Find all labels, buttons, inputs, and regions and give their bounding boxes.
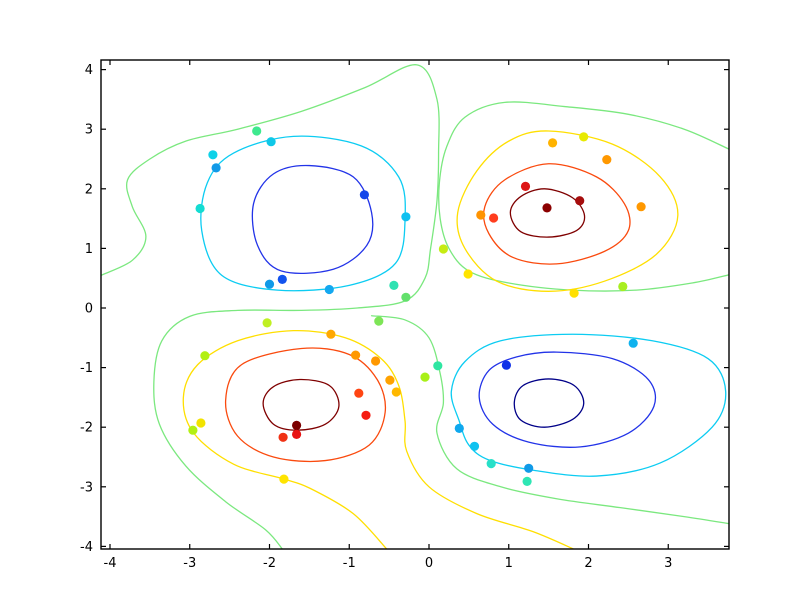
scatter-point: [351, 350, 361, 360]
scatter-point: [262, 318, 272, 328]
contour-line-blue-bottomright-ring: [478, 351, 657, 448]
scatter-point: [195, 203, 205, 214]
y-tick-label: 3: [85, 123, 93, 138]
scatter-point: [391, 387, 401, 397]
scatter-point: [277, 274, 287, 284]
scatter-point: [628, 338, 638, 348]
scatter-point: [579, 132, 589, 142]
scatter-point: [463, 269, 473, 279]
y-tick-label: 4: [85, 63, 93, 78]
contour-line-green-main-saddle: [101, 64, 440, 549]
scatter-point: [389, 280, 399, 290]
scatter-point: [208, 150, 218, 160]
y-tick-label: -2: [80, 421, 93, 436]
x-tick-label: -1: [343, 556, 356, 571]
scatter-point: [433, 361, 443, 371]
x-tick-label: -4: [104, 556, 117, 571]
scatter-point: [279, 474, 289, 484]
scatter-point: [454, 423, 464, 433]
scatter-point: [486, 459, 496, 469]
y-tick-label: -1: [80, 361, 93, 376]
scatter-point: [520, 181, 531, 191]
contour-line-green-hairpin-lower: [370, 315, 729, 525]
tick-labels-group: -4 -3 -2 -1 0 1 2 3 -4 -3 -2 -1 0 1 2 3 4: [80, 63, 672, 571]
scatter-point: [264, 279, 275, 289]
scatter-point: [501, 360, 511, 370]
scatter-point: [326, 329, 336, 339]
scatter-point: [196, 418, 206, 428]
scatter-point: [469, 441, 480, 451]
scatter-point: [266, 137, 276, 147]
scatter-point: [374, 316, 384, 326]
x-tick-label: 1: [505, 556, 513, 571]
scatter-point: [420, 372, 430, 382]
contour-line-yellow-topright-ring: [456, 130, 679, 292]
scatter-point: [569, 288, 579, 298]
scatter-point: [618, 281, 628, 292]
y-tick-label: -3: [80, 480, 93, 495]
y-tick-label: 0: [85, 302, 93, 317]
contour-line-orangered-bottomleft-ring: [224, 347, 387, 463]
scatter-points-group: [188, 126, 646, 486]
scatter-point: [401, 212, 411, 222]
scatter-point: [188, 425, 198, 435]
scatter-point: [401, 292, 411, 302]
contour-line-navy-bottomright-ring: [513, 378, 585, 428]
scatter-point: [575, 196, 585, 206]
scatter-point: [636, 202, 646, 212]
x-tick-label: -2: [263, 556, 276, 571]
scatter-point: [371, 356, 381, 366]
scatter-point: [522, 476, 532, 486]
scatter-point: [548, 138, 558, 148]
tick-marks-group: [101, 60, 729, 549]
scatter-point: [359, 190, 369, 200]
scatter-point: [211, 163, 221, 173]
scatter-point: [438, 244, 448, 254]
scatter-point: [542, 203, 552, 213]
x-tick-label: 3: [664, 556, 672, 571]
contour-line-green-topright-ring: [438, 101, 729, 292]
y-tick-label: 1: [85, 242, 93, 257]
scatter-point: [292, 429, 302, 439]
y-tick-label: -4: [80, 540, 93, 555]
contour-lines-group: [101, 64, 729, 549]
plot-border: [100, 59, 730, 550]
scatter-point: [324, 284, 334, 295]
scatter-point: [602, 155, 612, 165]
x-tick-label: 2: [584, 556, 592, 571]
scatter-point: [354, 388, 364, 398]
x-tick-label: -3: [183, 556, 196, 571]
x-tick-label: 0: [425, 556, 433, 571]
scatter-point: [361, 410, 371, 420]
scatter-point: [278, 432, 288, 442]
contour-line-cyan-topleft-ring: [200, 135, 406, 292]
scatter-point: [252, 126, 262, 136]
scatter-point: [524, 463, 534, 473]
y-tick-label: 2: [85, 182, 93, 197]
scatter-point: [476, 210, 486, 220]
scatter-point: [489, 213, 499, 223]
contour-line-orangered-topright-ring: [483, 163, 631, 265]
scatter-point: [292, 420, 302, 430]
scatter-point: [200, 351, 210, 361]
scatter-point: [385, 375, 395, 385]
